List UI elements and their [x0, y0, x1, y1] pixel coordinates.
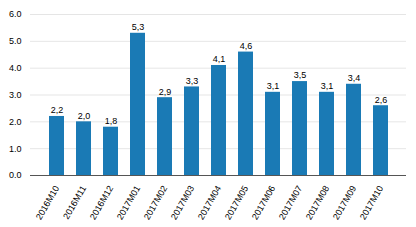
svg-text:0.0: 0.0 [9, 170, 22, 180]
svg-text:2016M12: 2016M12 [88, 184, 115, 222]
svg-text:2017M05: 2017M05 [223, 184, 250, 222]
svg-text:3,1: 3,1 [267, 81, 280, 91]
svg-text:5.0: 5.0 [9, 36, 22, 46]
svg-text:2017M03: 2017M03 [169, 184, 196, 222]
svg-text:2017M08: 2017M08 [304, 184, 331, 222]
svg-text:2,9: 2,9 [159, 87, 172, 97]
svg-text:6.0: 6.0 [9, 9, 22, 19]
svg-text:2.0: 2.0 [9, 117, 22, 127]
svg-text:2017M02: 2017M02 [142, 184, 169, 222]
svg-text:2017M09: 2017M09 [331, 184, 358, 222]
svg-text:2016M10: 2016M10 [34, 184, 61, 222]
svg-text:2017M01: 2017M01 [115, 184, 142, 222]
svg-text:3,1: 3,1 [321, 81, 334, 91]
svg-text:2,0: 2,0 [78, 111, 91, 121]
svg-text:3,3: 3,3 [186, 76, 199, 86]
svg-text:1,8: 1,8 [105, 116, 118, 126]
svg-text:2016M11: 2016M11 [61, 184, 88, 221]
svg-text:3.0: 3.0 [9, 90, 22, 100]
svg-text:2017M04: 2017M04 [196, 184, 223, 222]
svg-text:4.0: 4.0 [9, 63, 22, 73]
svg-text:4,1: 4,1 [213, 54, 226, 64]
svg-text:2017M10: 2017M10 [358, 184, 385, 222]
svg-text:5,3: 5,3 [132, 22, 145, 32]
svg-text:1.0: 1.0 [9, 144, 22, 154]
svg-text:2,6: 2,6 [375, 95, 388, 105]
svg-text:2,2: 2,2 [51, 105, 64, 115]
svg-text:2017M07: 2017M07 [277, 184, 304, 222]
svg-text:3,5: 3,5 [294, 70, 307, 80]
svg-text:4,6: 4,6 [240, 41, 253, 51]
svg-text:2017M06: 2017M06 [250, 184, 277, 222]
svg-text:3,4: 3,4 [348, 73, 361, 83]
